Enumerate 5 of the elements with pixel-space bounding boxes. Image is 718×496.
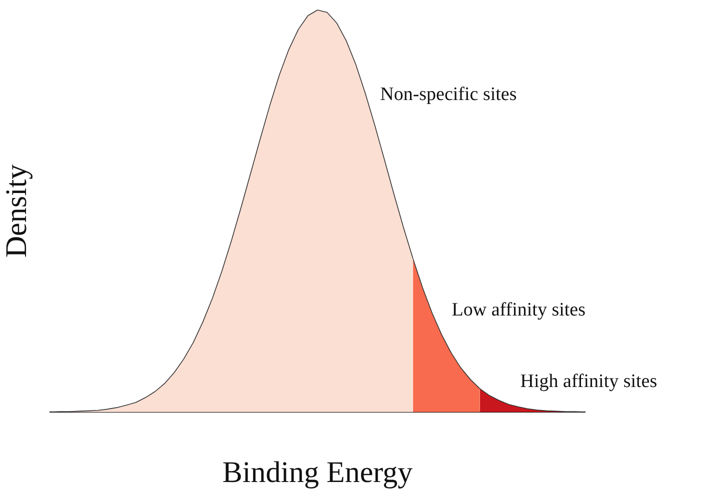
y-axis-title: Density	[0, 164, 33, 258]
series-label: High affinity sites	[520, 371, 658, 392]
series-label: Low affinity sites	[452, 299, 586, 320]
series-label: Non-specific sites	[380, 84, 517, 105]
x-axis-title: Binding Energy	[222, 456, 413, 489]
